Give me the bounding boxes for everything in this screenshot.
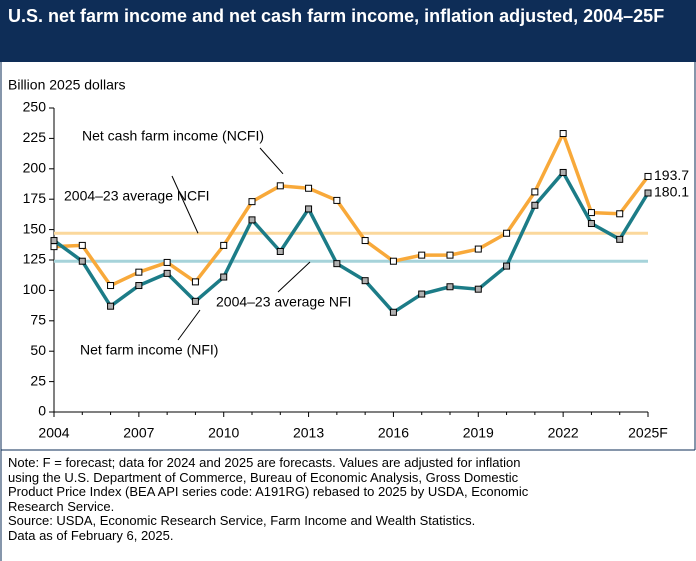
marker xyxy=(50,243,58,251)
marker xyxy=(418,290,426,298)
marker xyxy=(50,237,58,245)
chart-title: U.S. net farm income and net cash farm i… xyxy=(0,0,696,62)
marker xyxy=(220,241,228,249)
marker xyxy=(333,196,341,204)
x-tick-label: 2007 xyxy=(123,425,154,441)
series-label: Net farm income (NFI) xyxy=(80,342,218,358)
marker xyxy=(474,285,482,293)
marker xyxy=(163,258,171,266)
y-tick-label: 125 xyxy=(23,251,47,267)
y-tick-label: 100 xyxy=(23,281,47,297)
reference-label: 2004–23 average NCFI xyxy=(64,188,210,204)
marker xyxy=(531,188,539,196)
x-tick-label: 2025F xyxy=(628,425,668,441)
series-line xyxy=(53,131,650,288)
marker xyxy=(587,220,595,228)
marker xyxy=(361,277,369,285)
y-tick-label: 0 xyxy=(38,403,46,419)
y-tick-label: 200 xyxy=(23,160,47,176)
note-line: Research Service. xyxy=(8,498,115,514)
marker xyxy=(305,205,313,213)
marker xyxy=(389,308,397,316)
note-line: Source: USDA, Economic Research Service,… xyxy=(8,513,476,529)
y-tick-label: 150 xyxy=(23,220,47,236)
marker xyxy=(446,283,454,291)
x-tick-label: 2004 xyxy=(38,425,69,441)
x-tick-label: 2010 xyxy=(208,425,239,441)
marker xyxy=(446,251,454,259)
marker xyxy=(135,282,143,290)
marker xyxy=(418,251,426,259)
marker xyxy=(559,168,567,176)
marker xyxy=(78,241,86,249)
series-label: Net cash farm income (NCFI) xyxy=(82,128,264,144)
marker xyxy=(616,235,624,243)
reference-label: 2004–23 average NFI xyxy=(216,294,351,310)
leader xyxy=(171,175,199,234)
marker xyxy=(107,282,115,290)
marker xyxy=(559,130,567,138)
series-line xyxy=(52,170,650,315)
y-tick-label: 25 xyxy=(30,372,46,388)
marker xyxy=(220,273,228,281)
data-label: 180.1 xyxy=(654,184,689,200)
note-line: Data as of February 6, 2025. xyxy=(8,527,174,543)
marker xyxy=(616,210,624,218)
notes: Note: F = forecast; data for 2024 and 20… xyxy=(8,455,694,544)
marker xyxy=(389,257,397,265)
leader xyxy=(277,261,311,293)
y-tick-label: 175 xyxy=(23,190,47,206)
marker xyxy=(503,262,511,270)
marker xyxy=(78,257,86,265)
marker xyxy=(191,278,199,286)
marker xyxy=(644,172,652,180)
marker xyxy=(191,297,199,305)
marker xyxy=(531,201,539,209)
marker xyxy=(474,245,482,253)
marker xyxy=(248,198,256,206)
marker xyxy=(163,269,171,277)
marker xyxy=(107,302,115,310)
marker xyxy=(333,260,341,268)
marker xyxy=(644,189,652,197)
y-axis-label: Billion 2025 dollars xyxy=(8,77,126,93)
y-tick-label: 225 xyxy=(23,129,47,145)
y-tick-label: 75 xyxy=(30,312,46,328)
x-tick-label: 2022 xyxy=(548,425,579,441)
data-label: 193.7 xyxy=(654,167,689,183)
x-tick-label: 2013 xyxy=(293,425,324,441)
note-line: Note: F = forecast; data for 2024 and 20… xyxy=(8,455,521,470)
note-line: using the U.S. Department of Commerce, B… xyxy=(8,469,519,485)
marker xyxy=(361,237,369,245)
marker xyxy=(276,247,284,255)
marker xyxy=(276,182,284,190)
marker xyxy=(248,216,256,224)
y-tick-label: 250 xyxy=(23,99,47,115)
x-tick-label: 2019 xyxy=(463,425,494,441)
marker xyxy=(135,268,143,276)
leader xyxy=(177,309,201,341)
marker xyxy=(503,229,511,237)
marker xyxy=(587,209,595,217)
leader xyxy=(259,147,284,175)
note-line: Product Price Index (BEA API series code… xyxy=(8,484,529,500)
y-tick-label: 50 xyxy=(30,342,46,358)
marker xyxy=(305,184,313,192)
x-tick-label: 2016 xyxy=(378,425,409,441)
